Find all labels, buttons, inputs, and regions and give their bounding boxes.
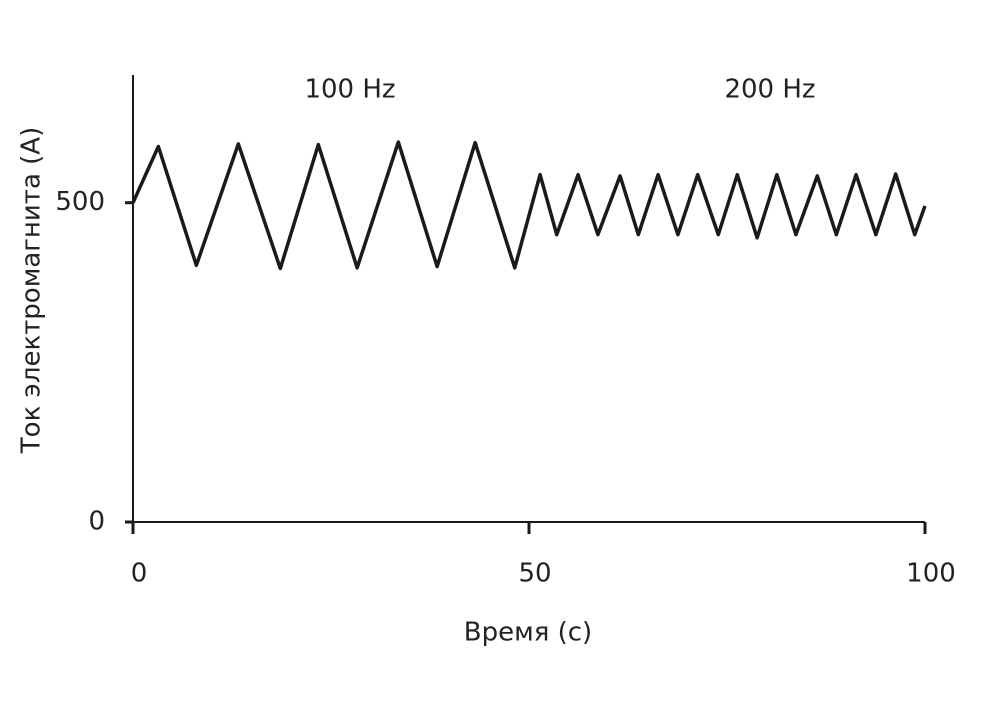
y-tick-label: 0 [88,507,105,537]
x-tick-label: 50 [518,559,551,589]
y-tick-label: 500 [55,187,105,217]
y-axis-label: Ток электромагнита (А) [17,127,47,454]
line-series [131,140,927,271]
annotation: 100 Hz [304,75,395,105]
annotation: 200 Hz [724,75,815,105]
x-tick-label: 0 [131,559,148,589]
x-axis-label: Время (с) [464,618,592,648]
x-tick-label: 100 [906,559,956,589]
